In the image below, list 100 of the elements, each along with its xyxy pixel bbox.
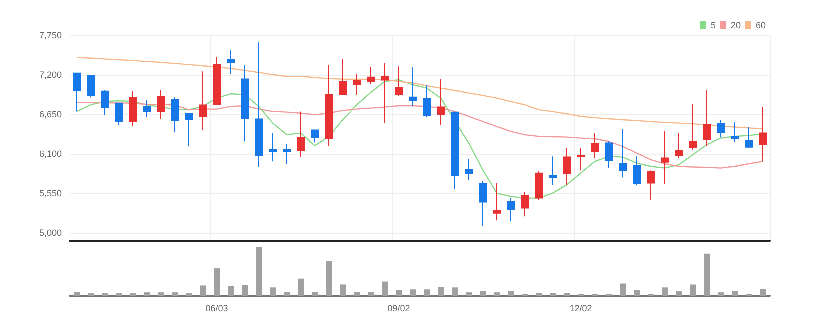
bar xyxy=(550,293,556,296)
bar xyxy=(172,292,178,296)
candlestick xyxy=(507,198,515,222)
y-tick-label: 5,550 xyxy=(39,188,62,199)
candlestick xyxy=(269,132,277,162)
candlestick xyxy=(689,104,697,150)
candlestick xyxy=(745,126,753,149)
candlestick xyxy=(577,148,585,172)
candlestick xyxy=(437,78,445,126)
candlestick xyxy=(423,84,431,118)
candlestick xyxy=(493,182,501,222)
candlestick xyxy=(297,111,305,158)
bar xyxy=(214,268,220,296)
candlestick xyxy=(325,64,333,146)
y-tick-label: 6,650 xyxy=(39,110,62,120)
bar xyxy=(508,291,514,296)
candlestick xyxy=(479,180,487,228)
candlestick xyxy=(703,90,711,146)
bar xyxy=(620,284,626,296)
line-series xyxy=(76,57,764,130)
candlestick xyxy=(255,42,263,168)
bar xyxy=(312,292,318,296)
x-tick-label: 06/03 xyxy=(206,304,228,314)
candlestick xyxy=(605,140,613,169)
bar xyxy=(424,290,430,296)
candlestick xyxy=(157,90,165,120)
candlestick xyxy=(213,56,221,106)
bar xyxy=(452,288,458,296)
candlestick xyxy=(395,66,403,97)
bar xyxy=(242,285,248,296)
line-series xyxy=(76,102,764,169)
y-tick-label: 7,200 xyxy=(39,70,62,80)
candlestick xyxy=(535,171,543,200)
candlestick xyxy=(717,120,725,138)
candlestick xyxy=(283,144,291,164)
bar xyxy=(494,292,500,296)
bar xyxy=(438,287,444,296)
bar xyxy=(368,292,374,296)
y-tick-label: 5,000 xyxy=(39,228,62,238)
candlestick xyxy=(465,158,473,180)
bar xyxy=(270,288,276,296)
bar xyxy=(536,293,542,296)
legend-label: 60 xyxy=(756,20,766,30)
y-tick-label: 7,750 xyxy=(39,30,62,41)
bar xyxy=(298,278,304,296)
bar xyxy=(228,286,234,296)
bar xyxy=(662,288,668,296)
candlestick xyxy=(115,102,123,126)
candlestick xyxy=(549,156,557,186)
bar xyxy=(382,282,388,296)
candlestick xyxy=(185,113,193,148)
bar xyxy=(158,292,164,296)
bar xyxy=(718,292,724,296)
bar xyxy=(354,292,360,296)
bar xyxy=(466,292,472,296)
candlestick xyxy=(633,156,641,186)
bar xyxy=(326,261,332,296)
legend-label: 20 xyxy=(730,20,741,30)
candlestick xyxy=(73,72,81,112)
candlestick xyxy=(241,64,249,142)
candlestick xyxy=(129,90,137,128)
candlestick xyxy=(311,130,319,144)
bar xyxy=(634,290,640,296)
bar xyxy=(480,291,486,296)
bar xyxy=(690,284,696,296)
bar xyxy=(760,289,766,296)
candlestick xyxy=(759,106,767,162)
bar xyxy=(396,290,402,296)
candlestick xyxy=(591,132,599,159)
candlestick xyxy=(339,58,347,96)
candlestick xyxy=(619,128,627,178)
y-tick-label: 6,100 xyxy=(39,149,62,160)
bar xyxy=(256,247,262,296)
candlestick xyxy=(521,192,529,218)
bar xyxy=(144,292,150,296)
candlestick xyxy=(381,62,389,124)
bar xyxy=(732,291,738,296)
candlestick xyxy=(353,74,361,96)
candlestick xyxy=(675,132,683,159)
legend-label: 5 xyxy=(710,20,716,30)
candlestick xyxy=(171,96,179,134)
bar xyxy=(410,290,416,296)
candlestick xyxy=(731,122,739,144)
candlestick xyxy=(367,66,375,84)
x-tick-label: 09/02 xyxy=(388,304,410,314)
bar xyxy=(676,292,682,296)
candlestick xyxy=(101,90,109,116)
candlestick xyxy=(409,67,417,108)
candlestick xyxy=(647,170,655,200)
candlestick xyxy=(563,148,571,186)
candlestick xyxy=(451,112,459,190)
candlestick xyxy=(143,99,151,118)
bar xyxy=(200,286,206,296)
bar xyxy=(704,254,710,296)
bar xyxy=(74,292,80,296)
bar xyxy=(340,284,346,296)
bar xyxy=(564,293,570,296)
x-tick-label: 12/02 xyxy=(570,304,592,314)
bar xyxy=(284,292,290,296)
candlestick xyxy=(661,130,669,184)
